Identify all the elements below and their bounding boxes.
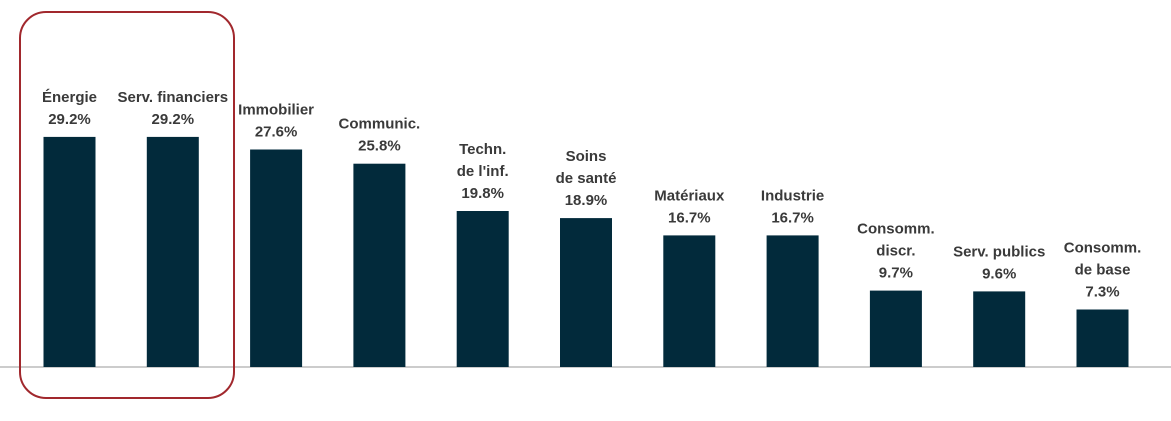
bar-1 <box>43 136 96 367</box>
category-label: Consomm. <box>857 221 935 238</box>
bar-8 <box>766 235 819 367</box>
data-label: 25.8% <box>358 138 401 155</box>
category-label: Techn. <box>459 141 506 158</box>
data-label: 18.9% <box>565 192 608 209</box>
category-label: Consomm. <box>1064 240 1142 257</box>
bar-5 <box>456 211 509 367</box>
bar-label-3: Immobilier 27.6% <box>238 102 314 141</box>
bar-label-5: Techn. de l'inf. 19.8% <box>457 141 509 202</box>
bar-3 <box>250 149 303 367</box>
data-label: 9.6% <box>982 265 1016 282</box>
category-label: Soins <box>566 148 607 165</box>
bar-label-4: Communic. 25.8% <box>339 116 421 155</box>
data-label: 27.6% <box>255 124 298 141</box>
bar-label-9: Consomm. discr. 9.7% <box>857 221 935 282</box>
bar-9 <box>869 290 922 367</box>
bar-label-8: Industrie 16.7% <box>761 187 824 226</box>
bar-4 <box>353 163 406 367</box>
data-label: 16.7% <box>668 209 711 226</box>
category-label: Serv. financiers <box>117 89 228 106</box>
data-label: 29.2% <box>152 111 195 128</box>
highlight-box <box>19 11 235 399</box>
category-label: Serv. publics <box>953 243 1045 260</box>
category-label: Immobilier <box>238 102 314 119</box>
category-label: Communic. <box>339 116 421 133</box>
bar-label-2: Serv. financiers 29.2% <box>117 89 228 128</box>
data-label: 7.3% <box>1085 284 1119 301</box>
bar-label-7: Matériaux 16.7% <box>654 187 725 226</box>
bar-6 <box>560 218 612 367</box>
bar-10 <box>973 291 1026 367</box>
bars-group <box>43 136 1129 367</box>
data-label: 29.2% <box>48 111 91 128</box>
bar-11 <box>1076 309 1129 367</box>
category-label: de santé <box>556 170 617 187</box>
bar-label-11: Consomm. de base 7.3% <box>1064 240 1142 301</box>
bar-label-6: Soins de santé 18.9% <box>556 148 617 209</box>
category-label: de base <box>1075 262 1131 279</box>
category-label: de l'inf. <box>457 163 509 180</box>
category-label: Matériaux <box>654 187 725 204</box>
category-label: Énergie <box>42 89 97 106</box>
data-label: 16.7% <box>771 209 814 226</box>
bar-label-1: Énergie 29.2% <box>42 89 97 128</box>
category-label: Industrie <box>761 187 824 204</box>
bar-label-10: Serv. publics 9.6% <box>953 243 1045 282</box>
bar-7 <box>663 235 716 367</box>
data-label: 19.8% <box>461 185 504 202</box>
data-label: 9.7% <box>879 265 913 282</box>
category-label: discr. <box>876 243 915 260</box>
labels-group: Énergie 29.2% Serv. financiers 29.2% Immobil… <box>42 89 1141 301</box>
bar-2 <box>146 136 199 367</box>
